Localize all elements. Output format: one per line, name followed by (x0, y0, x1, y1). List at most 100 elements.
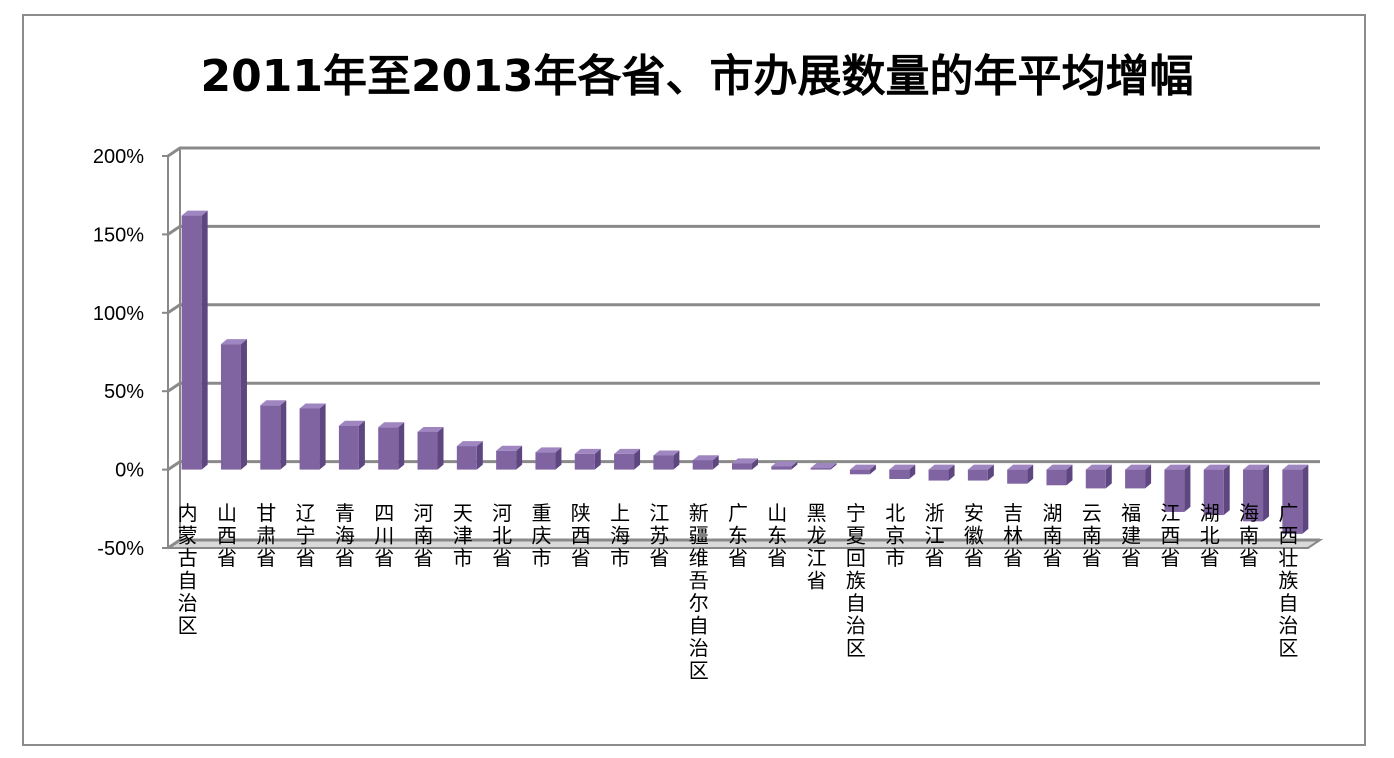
x-tick-label: 河北省 (492, 501, 512, 570)
bar-top (889, 464, 916, 470)
bar-side (358, 420, 365, 470)
x-tick-label: 黑龙江省 (807, 501, 827, 593)
bar-front (771, 466, 792, 470)
bar-front (810, 468, 831, 470)
bar-side (948, 464, 955, 481)
bar-front (967, 469, 988, 481)
bar-side (1145, 464, 1152, 489)
bar-front (1007, 469, 1028, 484)
bar (732, 458, 758, 470)
bar-front (732, 463, 752, 470)
bar-front (1282, 469, 1303, 534)
x-tick-label: 新疆维吾尔自治区 (689, 501, 709, 683)
bar-front (220, 344, 241, 470)
bar-side (437, 426, 444, 470)
bar (1282, 464, 1309, 534)
x-tick-label: 青海省 (335, 501, 355, 570)
bar (1164, 464, 1191, 512)
x-tick-label: 河南省 (414, 501, 434, 570)
x-tick-label: 上海市 (610, 501, 630, 570)
x-tick-label: 甘肃省 (256, 501, 276, 570)
x-tick-label: 陕西省 (571, 501, 591, 570)
bar (810, 463, 837, 470)
bar-side (1184, 464, 1191, 512)
bar (181, 210, 208, 470)
x-tick-label: 安徽省 (964, 501, 984, 570)
y-tick-label: 100% (93, 303, 144, 325)
bar (1203, 464, 1230, 516)
bar-front (535, 452, 556, 470)
x-tick-label: 天津市 (453, 501, 473, 570)
bar-front (1243, 469, 1264, 522)
bar-side (594, 448, 601, 470)
bar (1243, 464, 1270, 522)
x-tick-label: 湖北省 (1200, 501, 1220, 570)
bar-top (1243, 464, 1270, 470)
bar-front (338, 425, 359, 470)
bar (653, 450, 680, 470)
bar-front (299, 408, 320, 470)
bar-side (1066, 464, 1073, 486)
bar-side (1027, 464, 1034, 484)
gridline (167, 538, 1320, 550)
bar-top (771, 461, 798, 467)
y-tick-label: 150% (93, 224, 144, 246)
bar-top (220, 339, 247, 345)
bar-side (752, 458, 758, 470)
bar-side (712, 455, 719, 470)
side-wall (167, 146, 181, 548)
bar-side (634, 448, 641, 470)
x-tick-label: 福建省 (1121, 501, 1141, 570)
x-tick-label: 海南省 (1239, 501, 1259, 570)
y-tick-label: 50% (104, 381, 144, 403)
bar-top (692, 455, 719, 461)
bar-top (849, 464, 876, 470)
gridline (167, 303, 1320, 315)
x-tick-label: 浙江省 (925, 501, 945, 570)
x-tick-label: 广东省 (728, 501, 748, 570)
bar (849, 464, 876, 475)
bar (1125, 464, 1152, 489)
bar-front (1203, 469, 1224, 516)
bar-top (1046, 464, 1073, 470)
bar-side (1263, 464, 1270, 522)
bar-top (338, 420, 365, 426)
x-tick-label: 重庆市 (531, 501, 551, 570)
x-tick-label: 山东省 (767, 501, 787, 570)
bar-front (574, 453, 595, 470)
bar-side (201, 210, 208, 470)
bar-side (869, 464, 876, 475)
gridline (167, 381, 1320, 393)
bar-side (791, 461, 798, 470)
x-tick-label: 北京市 (885, 501, 905, 570)
bar-side (1105, 464, 1112, 489)
bar-front (417, 431, 438, 470)
x-tick-label: 辽宁省 (296, 501, 316, 570)
bar (1085, 464, 1112, 489)
x-tick-label: 吉林省 (1003, 501, 1023, 570)
bar-side (516, 445, 523, 470)
y-tick-label: 200% (93, 146, 144, 168)
x-tick-label: 广西壮族自治区 (1278, 501, 1298, 660)
bar (260, 400, 287, 470)
bar (378, 422, 405, 470)
bar-side (240, 339, 247, 470)
bar-top (614, 448, 641, 454)
bar-top (417, 426, 444, 432)
bar-top (1125, 464, 1152, 470)
bar-top (653, 450, 680, 456)
bar-side (555, 447, 562, 470)
x-tick-label: 四川省 (374, 501, 394, 570)
gridline (167, 224, 1320, 236)
bar-side (319, 403, 326, 470)
bar-top (1085, 464, 1112, 470)
bar-top (378, 422, 405, 428)
bar-top (967, 464, 994, 470)
bar-top (456, 441, 483, 447)
x-tick-label: 云南省 (1082, 501, 1102, 570)
bar-side (1302, 464, 1309, 534)
bar-front (928, 469, 949, 481)
bar-top (810, 463, 837, 469)
bar-front (496, 450, 517, 470)
